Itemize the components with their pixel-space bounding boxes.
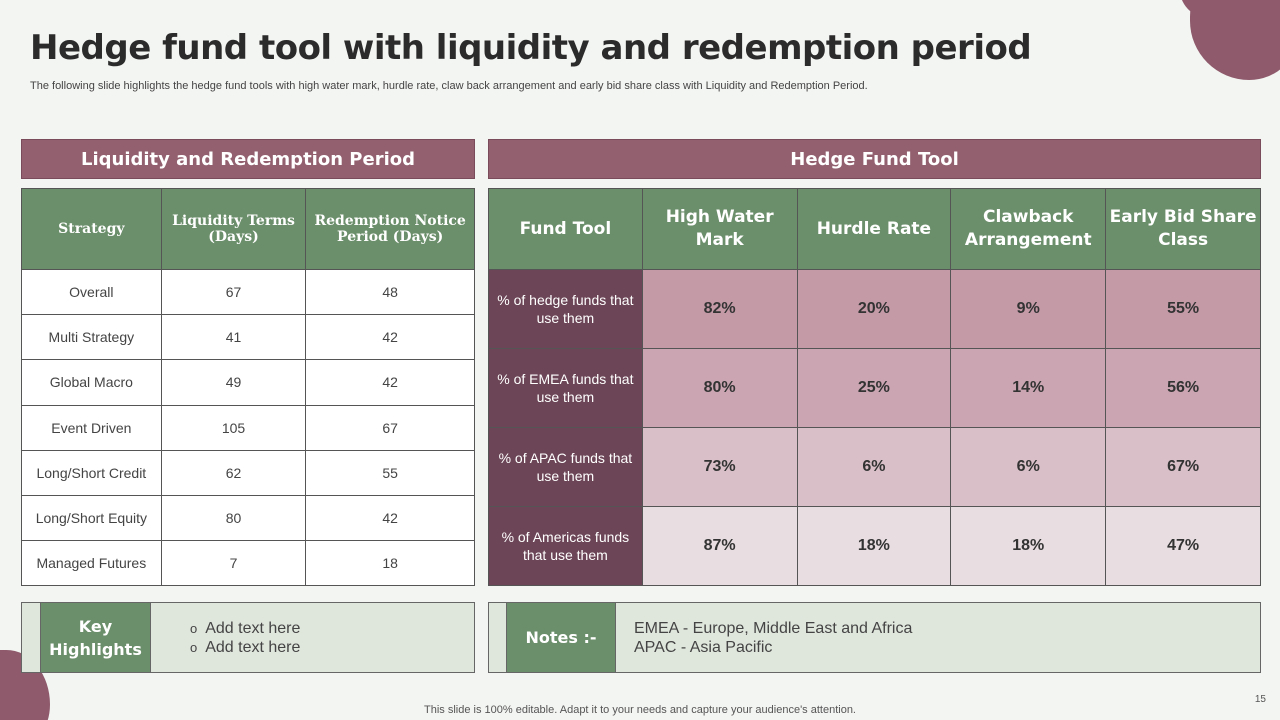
percentage-cell: 25% [796, 348, 952, 428]
footer-text: This slide is 100% editable. Adapt it to… [424, 704, 856, 716]
notes-box: Notes :- EMEA - Europe, Middle East and … [488, 602, 1261, 673]
key-highlights-box: Key Highlights Add text here Add text he… [21, 602, 475, 673]
percentage-cell: 18% [950, 506, 1107, 586]
column-header-early-bid: Early Bid Share Class [1105, 188, 1261, 270]
key-highlights-label: Key Highlights [40, 603, 151, 672]
table-cell: 80 [160, 494, 307, 542]
key-highlight-item: Add text here [190, 638, 300, 657]
notes-label: Notes :- [506, 603, 616, 672]
table-cell: 7 [160, 540, 307, 587]
percentage-cell: 9% [950, 269, 1107, 349]
table-cell: Global Macro [21, 359, 162, 406]
table-cell: Long/Short Credit [21, 449, 162, 496]
table-cell: Multi Strategy [21, 314, 162, 361]
table-row: Event Driven 105 67 [21, 404, 475, 451]
percentage-cell: 18% [796, 506, 952, 586]
page-title: Hedge fund tool with liquidity and redem… [30, 28, 1032, 68]
table-cell: Long/Short Equity [21, 494, 162, 542]
table-cell: Overall [21, 268, 162, 316]
table-cell: 105 [160, 404, 307, 451]
percentage-cell: 47% [1105, 506, 1261, 586]
table-cell: Event Driven [21, 404, 162, 451]
percentage-cell: 67% [1105, 427, 1261, 507]
row-label-cell: % of Americas funds that use them [488, 506, 643, 586]
table-row: Managed Futures 7 18 [21, 540, 475, 587]
key-highlight-item: Add text here [190, 619, 300, 638]
table-row: Multi Strategy 41 42 [21, 314, 475, 361]
column-header-hurdle-rate: Hurdle Rate [796, 188, 952, 270]
table-row: % of Americas funds that use them 87% 18% 1… [488, 506, 1261, 586]
table-row: Overall 67 48 [21, 268, 475, 316]
table-row: % of hedge funds that use them 82% 20% 9% 55… [488, 269, 1261, 349]
hedge-fund-tool-table: Fund Tool High Water Mark Hurdle Rate Cl… [488, 188, 1261, 586]
note-line: EMEA - Europe, Middle East and Africa [634, 620, 913, 637]
liquidity-table-header-row: Strategy Liquidity Terms (Days) Redempti… [21, 188, 475, 270]
percentage-cell: 55% [1105, 269, 1261, 349]
percentage-cell: 87% [641, 506, 798, 586]
table-row: Long/Short Equity 80 42 [21, 494, 475, 542]
table-cell: 49 [160, 359, 307, 406]
column-header-high-water-mark: High Water Mark [641, 188, 798, 270]
percentage-cell: 14% [950, 348, 1107, 428]
page-subtitle: The following slide highlights the hedge… [30, 80, 868, 92]
table-row: % of EMEA funds that use them 80% 25% 14% 56… [488, 348, 1261, 428]
page-number: 15 [1254, 694, 1266, 705]
table-cell: Managed Futures [21, 540, 162, 587]
table-cell: 42 [305, 494, 475, 542]
table-row: % of APAC funds that use them 73% 6% 6% 67% [488, 427, 1261, 507]
hedge-fund-tool-header-row: Fund Tool High Water Mark Hurdle Rate Cl… [488, 188, 1261, 270]
decorative-blob-top-right-small [1180, 0, 1250, 20]
column-header-clawback: Clawback Arrangement [950, 188, 1107, 270]
table-cell: 55 [305, 449, 475, 496]
row-label-cell: % of EMEA funds that use them [488, 348, 643, 428]
table-cell: 18 [305, 540, 475, 587]
percentage-cell: 6% [950, 427, 1107, 507]
table-cell: 67 [305, 404, 475, 451]
table-cell: 42 [305, 314, 475, 361]
percentage-cell: 56% [1105, 348, 1261, 428]
note-line: APAC - Asia Pacific [634, 639, 773, 656]
row-label-cell: % of APAC funds that use them [488, 427, 643, 507]
key-highlights-list: Add text here Add text here [190, 619, 300, 657]
table-cell: 48 [305, 268, 475, 316]
table-row: Global Macro 49 42 [21, 359, 475, 406]
table-cell: 67 [160, 268, 307, 316]
table-cell: 62 [160, 449, 307, 496]
hedge-fund-tool-panel-header: Hedge Fund Tool [488, 139, 1261, 179]
table-cell: 41 [160, 314, 307, 361]
column-header-liquidity-terms: Liquidity Terms (Days) [160, 188, 307, 270]
table-cell: 42 [305, 359, 475, 406]
percentage-cell: 20% [796, 269, 952, 349]
table-row: Long/Short Credit 62 55 [21, 449, 475, 496]
column-header-fund-tool: Fund Tool [488, 188, 643, 270]
column-header-strategy: Strategy [21, 188, 162, 270]
liquidity-panel-header: Liquidity and Redemption Period [21, 139, 475, 179]
percentage-cell: 73% [641, 427, 798, 507]
percentage-cell: 6% [796, 427, 952, 507]
notes-text: EMEA - Europe, Middle East and Africa AP… [634, 619, 912, 657]
column-header-redemption-notice: Redemption Notice Period (Days) [305, 188, 475, 270]
percentage-cell: 82% [641, 269, 798, 349]
liquidity-table: Strategy Liquidity Terms (Days) Redempti… [21, 188, 475, 587]
percentage-cell: 80% [641, 348, 798, 428]
row-label-cell: % of hedge funds that use them [488, 269, 643, 349]
